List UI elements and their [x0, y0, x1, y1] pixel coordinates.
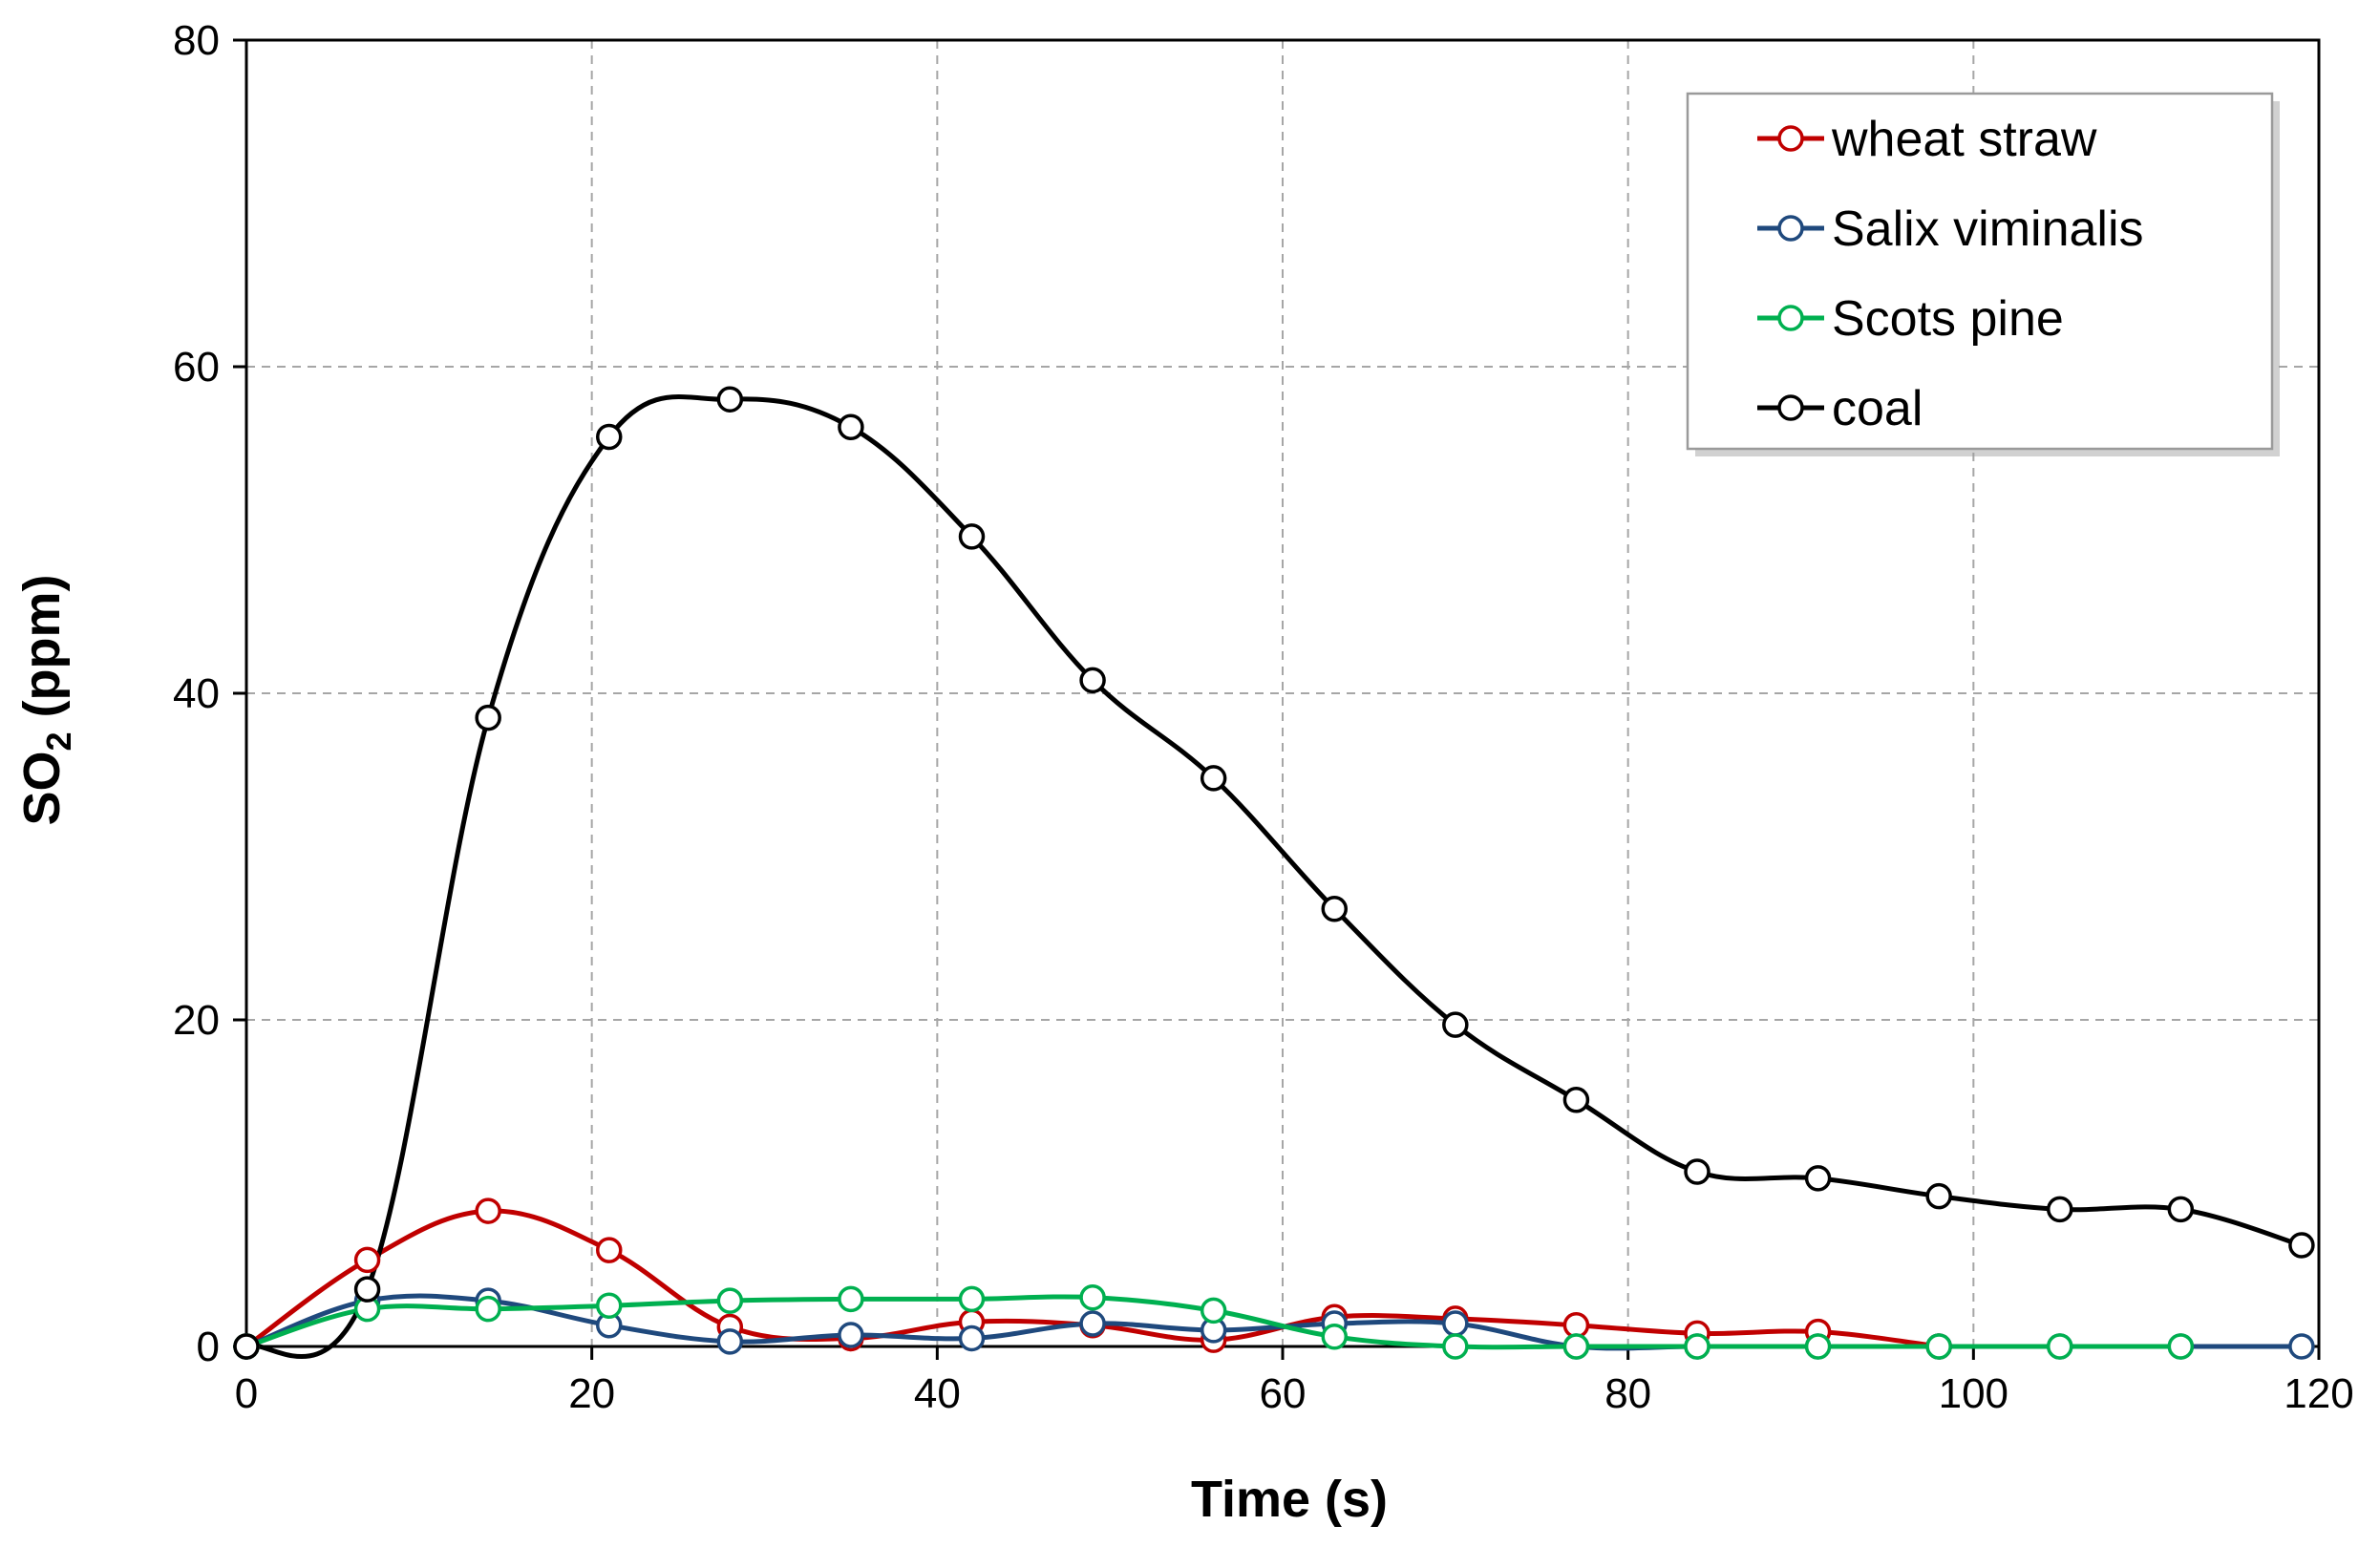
legend-label-scots-pine: Scots pine — [1832, 291, 2064, 347]
x-tick-label: 60 — [1260, 1370, 1307, 1417]
data-point-coal — [1562, 1087, 1590, 1113]
data-point-wheat-straw — [475, 1197, 501, 1224]
data-point-coal — [716, 386, 744, 413]
x-tick-label: 120 — [2284, 1370, 2353, 1417]
data-point-coal — [1804, 1165, 1832, 1192]
legend-item-coal: coal — [1757, 381, 1923, 436]
legend-marker-coal — [1777, 394, 1804, 421]
data-point-salix-viminalis — [2288, 1333, 2315, 1360]
data-point-wheat-straw — [353, 1246, 381, 1274]
data-point-scots-pine — [1079, 1283, 1106, 1311]
legend-marker-wheat-straw — [1777, 125, 1804, 152]
data-point-coal — [2167, 1196, 2195, 1223]
data-point-wheat-straw — [1562, 1312, 1590, 1339]
data-point-coal — [596, 423, 623, 451]
data-point-scots-pine — [716, 1287, 744, 1314]
data-point-coal — [838, 413, 864, 441]
x-axis-title: Time (s) — [1191, 1471, 1388, 1528]
data-point-salix-viminalis — [1442, 1310, 1469, 1337]
y-tick-label: 20 — [173, 997, 220, 1044]
data-point-coal — [958, 523, 986, 550]
y-tick-label: 40 — [173, 670, 220, 717]
legend: wheat straw Salix viminalis Scots pine coal — [1686, 92, 2280, 456]
y-tick-label: 60 — [173, 344, 220, 391]
legend-label-coal: coal — [1832, 381, 1923, 436]
data-point-coal — [233, 1333, 260, 1360]
y-axis-title-subscript: 2 — [39, 731, 78, 751]
data-point-coal — [1684, 1158, 1711, 1185]
data-point-coal — [1321, 895, 1348, 922]
legend-marker-salix-viminalis — [1777, 215, 1804, 242]
data-point-scots-pine — [2167, 1333, 2195, 1360]
x-tick-label: 20 — [568, 1370, 615, 1417]
data-point-coal — [1200, 765, 1227, 792]
x-tick-label: 0 — [235, 1370, 258, 1417]
data-point-salix-viminalis — [716, 1328, 744, 1355]
y-tick-label: 80 — [173, 17, 220, 64]
data-point-wheat-straw — [596, 1237, 623, 1263]
data-point-scots-pine — [1925, 1333, 1952, 1360]
data-point-coal — [475, 704, 501, 731]
legend-label-wheat-straw: wheat straw — [1831, 112, 2097, 167]
data-point-coal — [353, 1276, 381, 1303]
legend-box — [1686, 92, 2274, 451]
data-point-coal — [2047, 1196, 2073, 1223]
data-point-scots-pine — [1321, 1323, 1348, 1350]
y-axis-title-unit: (ppm) — [13, 574, 71, 731]
y-tick-label: 0 — [197, 1324, 220, 1370]
data-point-scots-pine — [1684, 1333, 1711, 1360]
data-point-scots-pine — [475, 1295, 501, 1323]
data-point-scots-pine — [1442, 1333, 1469, 1360]
legend-item-scots-pine: Scots pine — [1757, 291, 2064, 347]
data-point-scots-pine — [1562, 1333, 1590, 1360]
legend-label-salix-viminalis: Salix viminalis — [1832, 201, 2144, 257]
data-point-scots-pine — [958, 1285, 986, 1313]
series-markers — [233, 386, 2315, 1360]
data-point-scots-pine — [596, 1292, 623, 1319]
data-point-coal — [1925, 1182, 1952, 1210]
legend-item-salix-viminalis: Salix viminalis — [1757, 201, 2144, 257]
legend-item-wheat-straw: wheat straw — [1757, 112, 2097, 167]
data-point-scots-pine — [2047, 1333, 2073, 1360]
x-tick-label: 100 — [1939, 1370, 2008, 1417]
data-point-salix-viminalis — [838, 1322, 864, 1348]
legend-items: wheat straw Salix viminalis Scots pine coal — [1757, 112, 2144, 436]
y-axis-title-main: SO — [13, 751, 71, 825]
data-point-scots-pine — [1804, 1333, 1832, 1360]
data-point-scots-pine — [838, 1285, 864, 1313]
data-point-salix-viminalis — [958, 1324, 986, 1352]
data-point-coal — [1079, 667, 1106, 694]
y-axis-title: SO2 (ppm) — [13, 574, 78, 825]
axis-ticks: 0 20 40 60 80 100 120 0 20 40 60 80 — [173, 17, 2354, 1417]
data-point-coal — [1442, 1011, 1469, 1038]
data-point-salix-viminalis — [1079, 1310, 1106, 1337]
data-point-scots-pine — [1200, 1297, 1227, 1324]
data-point-coal — [2288, 1232, 2315, 1259]
legend-marker-scots-pine — [1777, 305, 1804, 331]
x-tick-label: 80 — [1604, 1370, 1651, 1417]
x-tick-label: 40 — [914, 1370, 961, 1417]
